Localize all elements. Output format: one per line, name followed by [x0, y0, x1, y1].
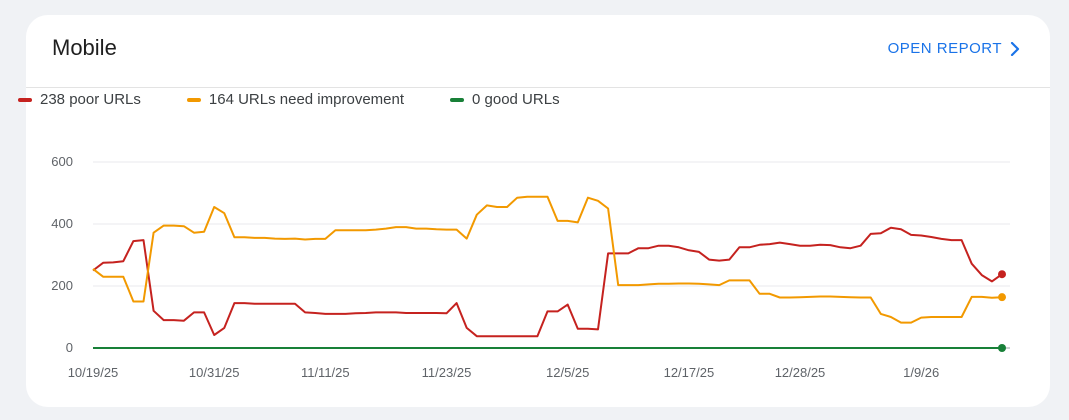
y-tick-label: 600 — [51, 154, 73, 169]
x-tick-label: 10/19/25 — [68, 365, 119, 380]
card-header: Mobile OPEN REPORT — [26, 15, 1050, 88]
x-tick-label: 12/5/25 — [546, 365, 589, 380]
series-line-needs-improvement — [92, 195, 1003, 324]
y-tick-label: 200 — [51, 278, 73, 293]
legend-label-needs-improvement: 164 URLs need improvement — [208, 91, 405, 108]
y-tick-label: 400 — [51, 216, 73, 231]
x-tick-label: 11/11/25 — [301, 365, 350, 380]
series-end-marker-good-urls — [998, 344, 1006, 352]
legend-swatch-poor — [18, 97, 32, 102]
legend-item-poor[interactable]: 238 poor URLs — [18, 91, 141, 108]
series-line-poor-urls — [92, 226, 1003, 338]
legend-swatch-needs-improvement — [186, 97, 201, 102]
mobile-report-card: Mobile OPEN REPORT — [26, 15, 1050, 407]
x-tick-label: 11/23/25 — [422, 365, 472, 380]
x-tick-label: 10/31/25 — [189, 365, 240, 380]
open-report-label: OPEN REPORT — [887, 40, 1002, 57]
open-report-button[interactable]: OPEN REPORT — [888, 40, 1020, 57]
legend-item-needs-improvement[interactable]: 164 URLs need improvement — [186, 91, 405, 108]
x-tick-label: 12/28/25 — [775, 365, 826, 380]
chart-legend: 238 poor URLs 164 URLs need improvement … — [18, 91, 606, 108]
legend-swatch-good — [450, 97, 465, 102]
legend-item-good[interactable]: 0 good URLs — [450, 91, 560, 108]
x-tick-label: 1/9/26 — [903, 365, 939, 380]
series-end-marker-poor-urls — [998, 270, 1006, 279]
legend-label-good: 0 good URLs — [472, 91, 560, 108]
legend-label-poor: 238 poor URLs — [40, 91, 141, 108]
chevron-right-icon — [1010, 41, 1020, 56]
card-title: Mobile — [52, 35, 117, 60]
series-end-marker-needs-improvement — [998, 293, 1006, 302]
y-tick-label: 0 — [66, 340, 73, 355]
x-tick-label: 12/17/25 — [664, 365, 715, 380]
